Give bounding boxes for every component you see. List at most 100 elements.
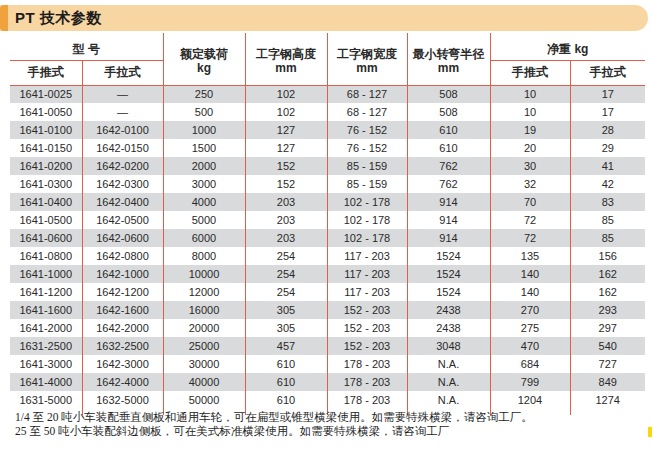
table-cell: 762 — [407, 175, 490, 193]
table-cell: N.A. — [407, 391, 490, 409]
table-cell: 727 — [570, 355, 645, 373]
table-cell: 1641-0100 — [10, 121, 82, 139]
catalog-page: PT 技术参数 型 号 额定载荷 — [0, 0, 653, 452]
table-cell: 76 - 152 — [327, 139, 407, 157]
table-cell: 152 - 203 — [327, 301, 407, 319]
table-cell: 156 — [570, 247, 645, 265]
table-row: 1641-10001642-100010000254117 - 20315241… — [10, 265, 645, 283]
table-cell: 500 — [163, 103, 245, 121]
table-cell: 254 — [245, 283, 327, 301]
table-cell: 1641-1600 — [10, 301, 82, 319]
table-cell: 19 — [490, 121, 570, 139]
table-cell: 1642-0300 — [82, 175, 163, 193]
table-cell: 17 — [570, 85, 645, 103]
table-cell: 1524 — [407, 283, 490, 301]
table-cell: 1000 — [163, 121, 245, 139]
table-row: 1641-01001642-0100100012776 - 1526101928 — [10, 121, 645, 139]
table-cell: 162 — [570, 265, 645, 283]
table-cell: 1641-0300 — [10, 175, 82, 193]
table-cell: 42 — [570, 175, 645, 193]
title-accent-bar — [0, 5, 8, 31]
table-row: 1641-06001642-06006000203102 - 178914728… — [10, 229, 645, 247]
table-cell: 203 — [245, 229, 327, 247]
table-cell: 68 - 127 — [327, 85, 407, 103]
table-cell: 117 - 203 — [327, 265, 407, 283]
table-cell: 1641-0025 — [10, 85, 82, 103]
table-cell: 8000 — [163, 247, 245, 265]
table-cell: 68 - 127 — [327, 103, 407, 121]
table-cell: 1641-0200 — [10, 157, 82, 175]
table-cell: 2438 — [407, 301, 490, 319]
table-cell: 20000 — [163, 319, 245, 337]
table-cell: 1642-1200 — [82, 283, 163, 301]
table-cell: 102 — [245, 103, 327, 121]
table-cell: 914 — [407, 211, 490, 229]
table-cell: 1642-0500 — [82, 211, 163, 229]
table-cell: 1632-2500 — [82, 337, 163, 355]
table-cell: 1641-0150 — [10, 139, 82, 157]
table-cell: 1274 — [570, 391, 645, 409]
table-cell: 684 — [490, 355, 570, 373]
table-cell: — — [82, 103, 163, 121]
table-cell: 5000 — [163, 211, 245, 229]
table-cell: 41 — [570, 157, 645, 175]
table-cell: — — [82, 85, 163, 103]
table-cell: 152 — [245, 175, 327, 193]
header-rated-load: 额定载荷 kg — [163, 38, 245, 85]
table-cell: 203 — [245, 193, 327, 211]
table-row: 1641-20001642-200020000305152 - 20324382… — [10, 319, 645, 337]
footnote-line: 25 至 50 吨小车装配斜边侧板，可在美式标准横梁使用。如需要特殊横梁，请咨询… — [15, 424, 640, 438]
table-cell: 270 — [490, 301, 570, 319]
table-cell: 1642-0150 — [82, 139, 163, 157]
table-cell: 85 - 159 — [327, 175, 407, 193]
table-cell: 305 — [245, 301, 327, 319]
table-cell: N.A. — [407, 355, 490, 373]
table-cell: 32 — [490, 175, 570, 193]
table-cell: 293 — [570, 301, 645, 319]
table-cell: 1204 — [490, 391, 570, 409]
table-cell: 83 — [570, 193, 645, 211]
header-model-pull: 手拉式 — [82, 60, 163, 85]
table-cell: 610 — [407, 121, 490, 139]
table-cell: 1641-0050 — [10, 103, 82, 121]
header-turning-radius: 最小转弯半径 mm — [407, 38, 490, 85]
table-cell: 152 - 203 — [327, 337, 407, 355]
table-cell: 30000 — [163, 355, 245, 373]
table-cell: 1642-0600 — [82, 229, 163, 247]
table-cell: 4000 — [163, 193, 245, 211]
table-cell: 3000 — [163, 175, 245, 193]
table-cell: 85 — [570, 211, 645, 229]
table-cell: 127 — [245, 139, 327, 157]
table-cell: 1642-0400 — [82, 193, 163, 211]
table-row: 1641-30001642-300030000610178 - 203N.A.6… — [10, 355, 645, 373]
table-cell: 102 - 178 — [327, 211, 407, 229]
table-cell: 76 - 152 — [327, 121, 407, 139]
table-cell: 1641-0400 — [10, 193, 82, 211]
header-beam-height: 工字钢高度 mm — [245, 38, 327, 85]
table-cell: 762 — [407, 157, 490, 175]
table-row: 1641-03001642-0300300015285 - 1597623242 — [10, 175, 645, 193]
table-row: 1641-05001642-05005000203102 - 178914728… — [10, 211, 645, 229]
table-row: 1641-04001642-04004000203102 - 178914708… — [10, 193, 645, 211]
table-cell: 152 — [245, 157, 327, 175]
header-net-weight-push: 手推式 — [490, 60, 570, 85]
table-cell: 40000 — [163, 373, 245, 391]
footnotes: 1/4 至 20 吨小车装配垂直侧板和通用车轮，可在扁型或锥型横梁使用。如需要特… — [15, 410, 640, 438]
table-cell: 1641-0600 — [10, 229, 82, 247]
table-cell: 610 — [407, 139, 490, 157]
table-cell: 28 — [570, 121, 645, 139]
table-cell: 16000 — [163, 301, 245, 319]
table-cell: 102 — [245, 85, 327, 103]
table-cell: 1524 — [407, 247, 490, 265]
table-cell: 17 — [570, 103, 645, 121]
table-cell: 457 — [245, 337, 327, 355]
table-cell: 254 — [245, 265, 327, 283]
table-row: 1641-40001642-400040000610178 - 203N.A.7… — [10, 373, 645, 391]
table-cell: 297 — [570, 319, 645, 337]
table-cell: 610 — [245, 391, 327, 409]
table-cell: 1642-4000 — [82, 373, 163, 391]
header-net-weight-pull: 手拉式 — [570, 60, 645, 85]
table-cell: 102 - 178 — [327, 193, 407, 211]
table-cell: 1641-4000 — [10, 373, 82, 391]
page-title: PT 技术参数 — [8, 9, 102, 28]
